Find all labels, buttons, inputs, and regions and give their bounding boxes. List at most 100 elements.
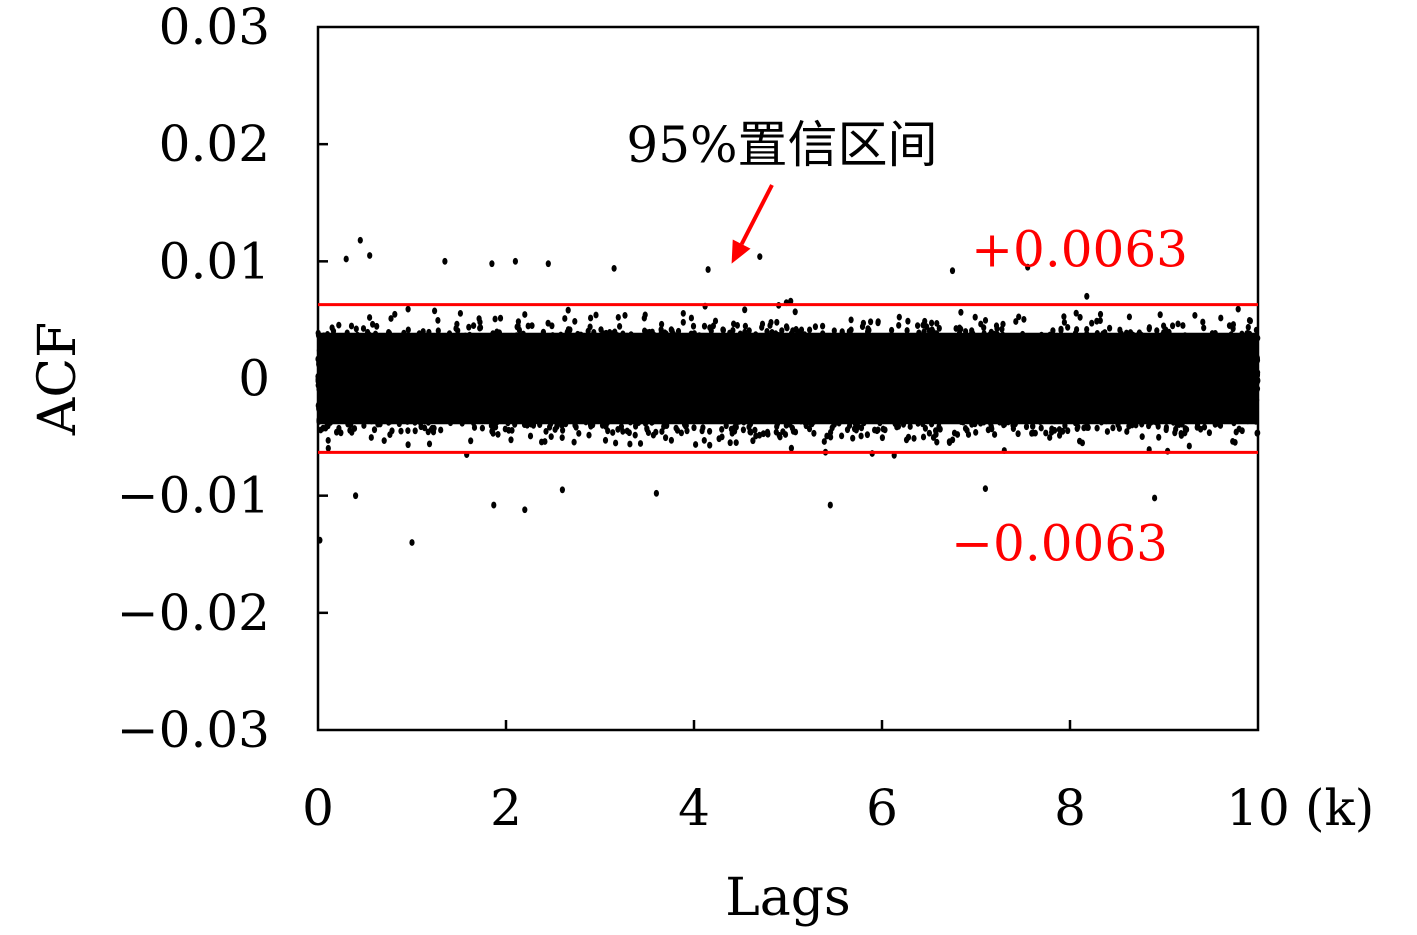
scatter-point bbox=[600, 397, 607, 405]
scatter-point bbox=[973, 343, 979, 351]
scatter-point bbox=[701, 437, 707, 444]
scatter-point bbox=[1176, 403, 1182, 411]
scatter-point bbox=[1065, 427, 1071, 435]
scatter-point bbox=[576, 430, 582, 437]
scatter-point bbox=[905, 415, 911, 423]
scatter-point bbox=[497, 314, 504, 322]
scatter-point bbox=[525, 322, 531, 330]
scatter-point bbox=[632, 431, 638, 439]
scatter-point bbox=[821, 438, 827, 445]
scatter-point bbox=[950, 436, 956, 444]
scatter-point bbox=[1192, 312, 1198, 319]
scatter-point bbox=[774, 318, 780, 326]
scatter-point bbox=[896, 313, 902, 321]
scatter-point bbox=[492, 335, 498, 343]
scatter-point bbox=[764, 328, 770, 335]
scatter-point bbox=[417, 418, 423, 426]
scatter-point bbox=[965, 431, 972, 438]
scatter-point bbox=[915, 420, 921, 427]
scatter-point bbox=[875, 318, 881, 325]
scatter-point bbox=[894, 353, 900, 361]
scatter-point bbox=[416, 404, 422, 411]
scatter-point bbox=[405, 305, 411, 313]
scatter-point bbox=[588, 422, 594, 430]
scatter-point bbox=[936, 335, 942, 343]
scatter-point bbox=[353, 325, 359, 333]
scatter-point bbox=[1049, 428, 1055, 436]
scatter-point bbox=[753, 331, 759, 339]
scatter-point bbox=[858, 424, 865, 432]
scatter-point bbox=[554, 382, 560, 389]
scatter-point bbox=[566, 415, 572, 422]
scatter-point bbox=[522, 341, 529, 349]
scatter-point bbox=[1123, 329, 1130, 337]
scatter-point bbox=[869, 415, 875, 423]
scatter-point bbox=[779, 327, 785, 334]
scatter-point bbox=[1016, 313, 1022, 321]
scatter-point bbox=[562, 416, 568, 424]
scatter-point bbox=[610, 429, 616, 436]
scatter-point bbox=[376, 349, 382, 357]
scatter-point bbox=[735, 343, 741, 351]
scatter-point bbox=[1247, 344, 1253, 351]
scatter-point bbox=[1177, 409, 1183, 417]
scatter-point bbox=[723, 422, 729, 430]
scatter-point bbox=[559, 434, 565, 441]
scatter-point bbox=[1023, 412, 1029, 419]
scatter-point bbox=[426, 440, 433, 448]
scatter-point bbox=[466, 323, 472, 331]
scatter-point bbox=[522, 311, 528, 318]
scatter-point bbox=[654, 345, 660, 353]
scatter-point bbox=[1247, 317, 1253, 325]
scatter-point bbox=[750, 437, 756, 445]
scatter-point bbox=[931, 336, 938, 344]
scatter-point bbox=[727, 329, 733, 337]
scatter-point bbox=[521, 336, 527, 344]
scatter-point bbox=[1020, 330, 1026, 338]
scatter-point bbox=[548, 433, 554, 440]
scatter-point bbox=[1023, 423, 1030, 431]
scatter-point bbox=[405, 427, 411, 434]
scatter-point bbox=[425, 419, 431, 426]
scatter-point bbox=[783, 421, 789, 429]
scatter-point bbox=[1146, 339, 1152, 347]
scatter-point bbox=[627, 418, 634, 426]
scatter-point bbox=[1140, 344, 1146, 351]
scatter-point bbox=[1200, 410, 1206, 417]
scatter-point bbox=[921, 328, 927, 336]
scatter-point bbox=[1038, 424, 1044, 432]
scatter-point bbox=[358, 409, 364, 417]
scatter-point bbox=[1175, 320, 1181, 328]
scatter-point bbox=[468, 437, 474, 445]
scatter-point bbox=[896, 322, 902, 329]
scatter-point bbox=[730, 410, 737, 418]
scatter-point bbox=[1239, 330, 1245, 338]
scatter-point bbox=[1061, 319, 1067, 326]
scatter-point bbox=[728, 342, 734, 350]
scatter-point bbox=[981, 330, 987, 337]
scatter-point bbox=[593, 311, 599, 319]
scatter-point bbox=[693, 441, 699, 448]
scatter-point bbox=[573, 423, 579, 431]
scatter-point bbox=[1200, 318, 1206, 326]
scatter-point bbox=[1110, 424, 1116, 432]
scatter-point bbox=[742, 328, 748, 336]
scatter-point bbox=[936, 324, 942, 332]
scatter-point bbox=[537, 421, 543, 428]
scatter-point bbox=[423, 340, 429, 348]
scatter-point bbox=[889, 326, 895, 334]
scatter-point bbox=[622, 312, 628, 319]
scatter-point bbox=[733, 439, 739, 446]
scatter-point bbox=[686, 413, 692, 421]
scatter-point bbox=[1161, 322, 1167, 330]
scatter-point bbox=[1201, 423, 1208, 431]
scatter-point bbox=[907, 423, 913, 430]
scatter-point bbox=[388, 341, 394, 349]
scatter-point bbox=[617, 323, 623, 330]
scatter-point bbox=[560, 426, 566, 434]
scatter-point bbox=[841, 339, 847, 347]
scatter-point bbox=[520, 330, 526, 338]
scatter-point bbox=[1029, 342, 1035, 350]
scatter-point bbox=[543, 428, 549, 435]
scatter-point bbox=[602, 436, 609, 444]
